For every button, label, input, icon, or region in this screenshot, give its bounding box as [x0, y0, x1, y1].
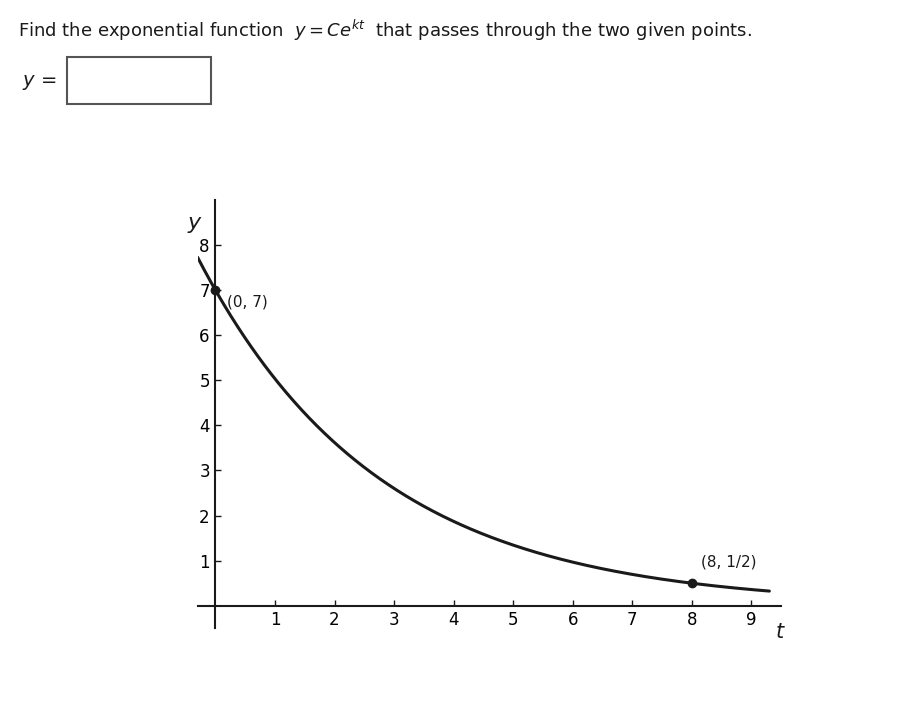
- Text: $y$ =: $y$ =: [22, 73, 57, 91]
- Text: (8, 1/2): (8, 1/2): [700, 555, 756, 570]
- Text: Find the exponential function  $y = Ce^{kt}$  that passes through the two given : Find the exponential function $y = Ce^{k…: [18, 18, 752, 43]
- Text: (0, 7): (0, 7): [227, 295, 269, 310]
- Text: t: t: [775, 622, 783, 642]
- Text: y: y: [188, 213, 201, 233]
